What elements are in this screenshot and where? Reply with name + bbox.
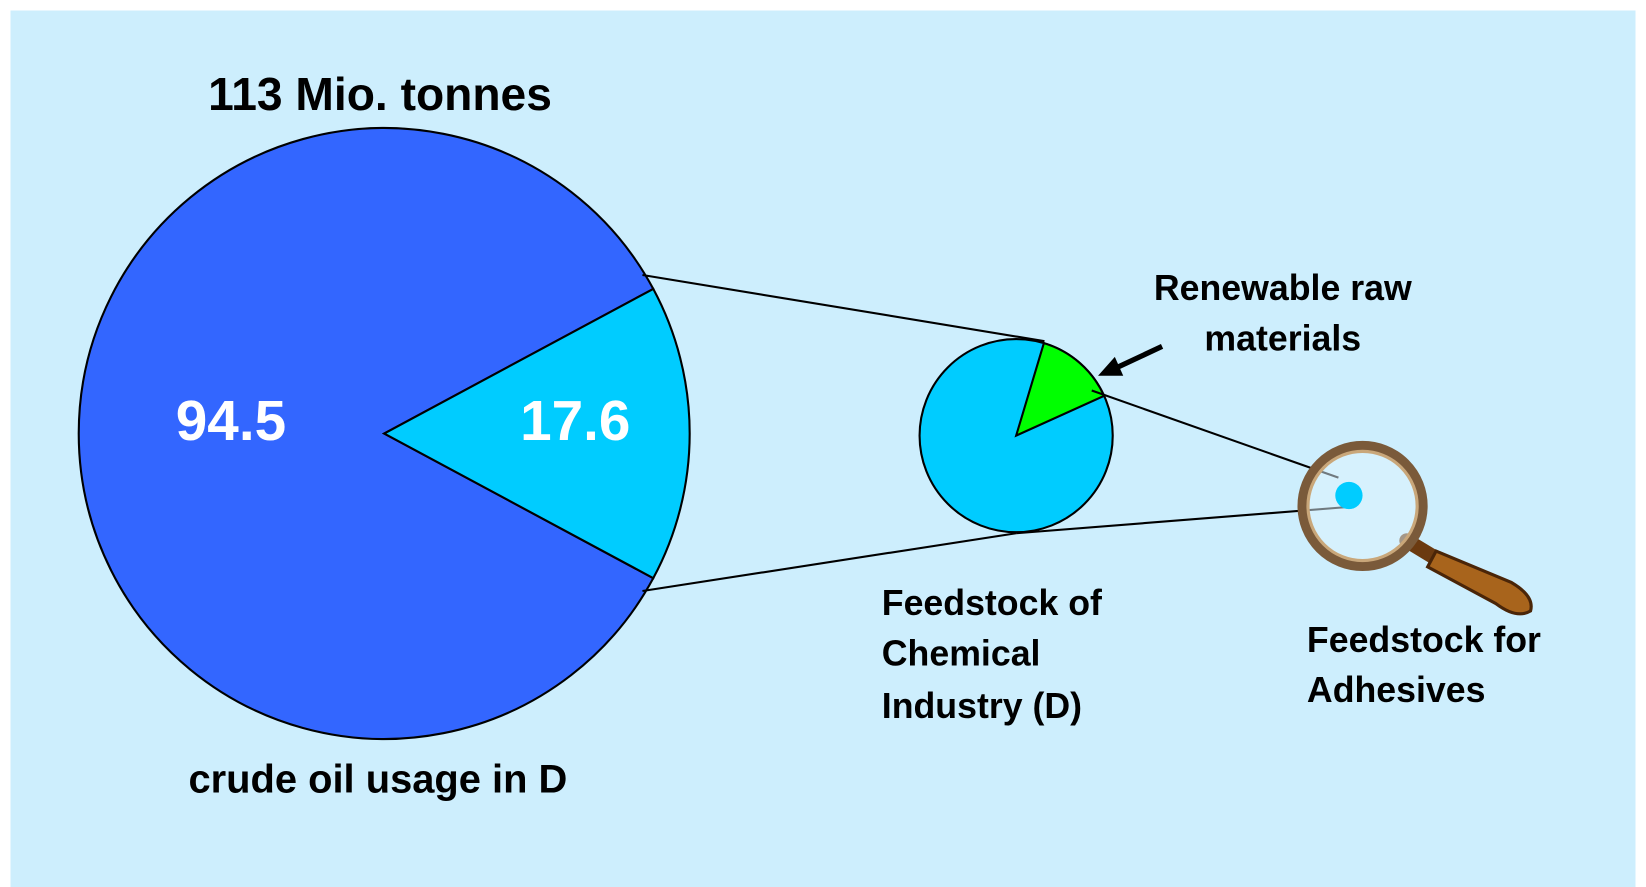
chart: 94.5 17.6 113 Mio. tonnes crude oil usage… bbox=[0, 0, 1646, 887]
annotation: Chemical bbox=[882, 633, 1041, 673]
chart-title: 113 Mio. tonnes bbox=[208, 68, 552, 120]
annotation: Feedstock of bbox=[882, 583, 1102, 623]
caption: crude oil usage in D bbox=[188, 758, 567, 802]
annotation: Renewable raw bbox=[1154, 268, 1412, 308]
annotation: materials bbox=[1204, 319, 1361, 359]
data-label: 17.6 bbox=[520, 390, 630, 453]
data-label: 94.5 bbox=[176, 390, 286, 453]
annotation: Industry (D) bbox=[882, 686, 1082, 726]
annotation: Feedstock for bbox=[1307, 620, 1541, 660]
main-pie: 94.5 17.6 bbox=[79, 128, 690, 739]
annotation: Adhesives bbox=[1307, 670, 1486, 710]
